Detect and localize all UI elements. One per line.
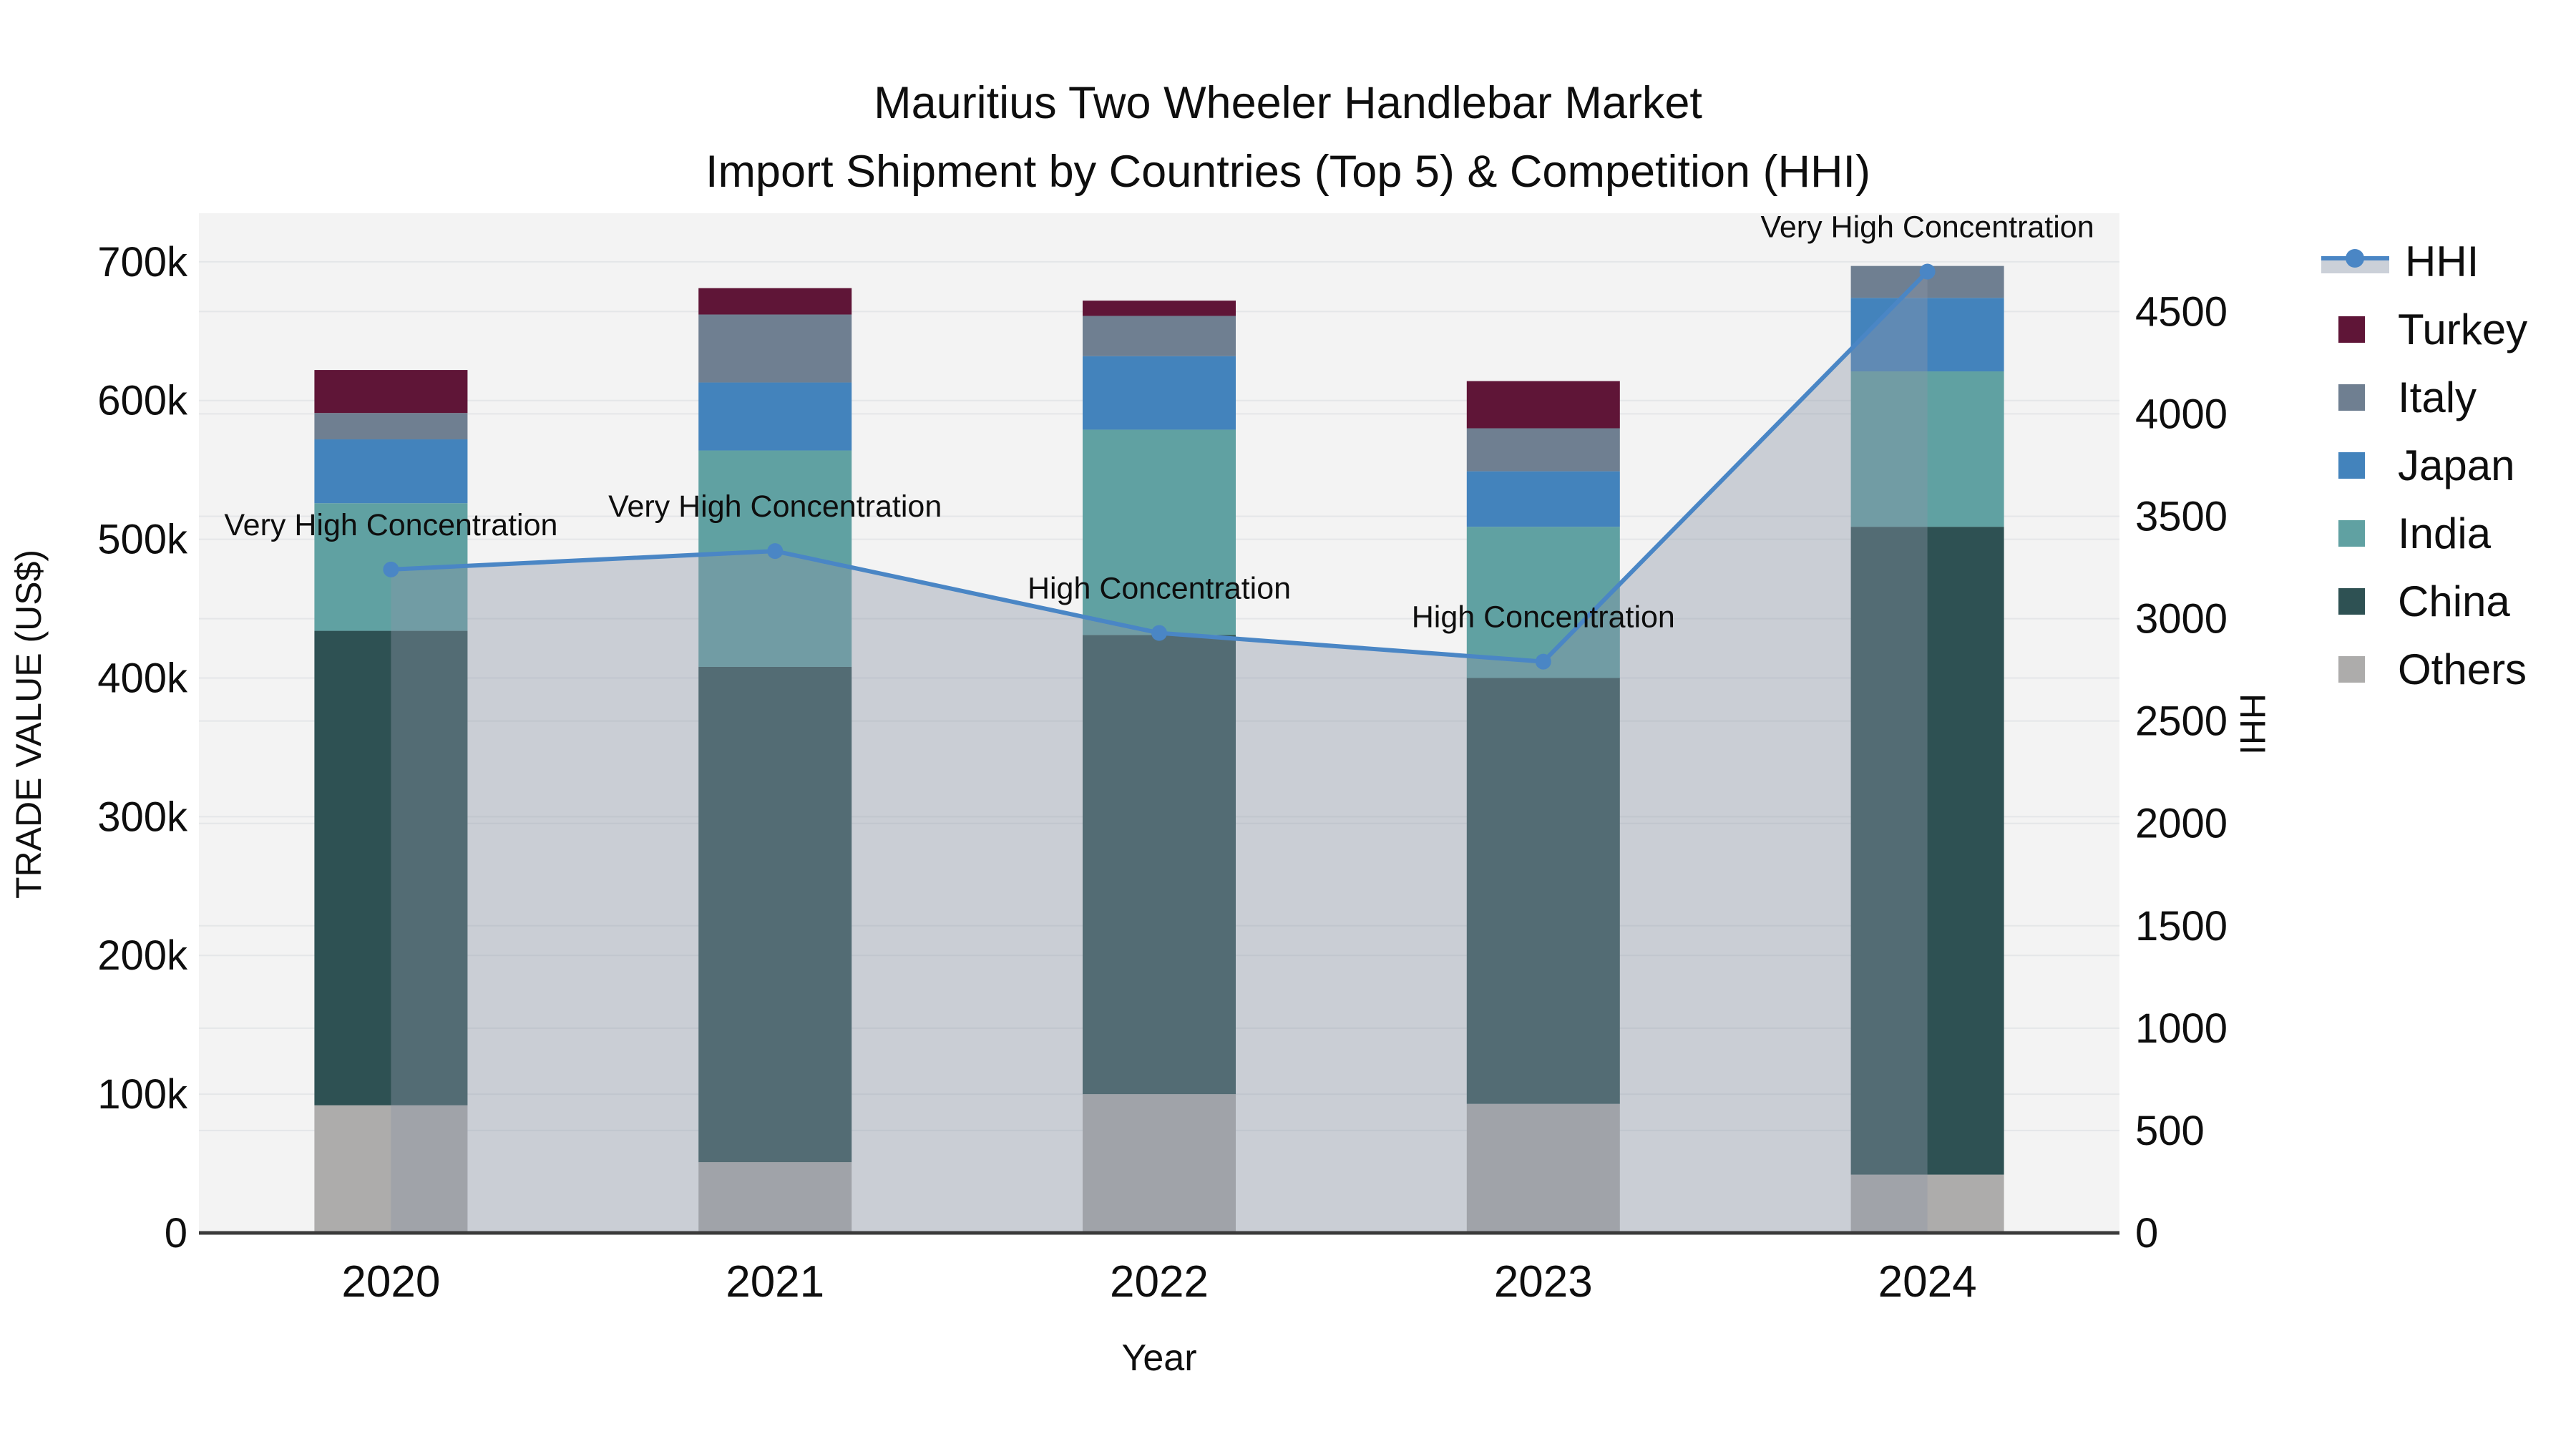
legend-item-turkey[interactable]: Turkey bbox=[2338, 296, 2527, 364]
hhi-marker-2024 bbox=[1919, 263, 1936, 280]
bar-segment-india-2022 bbox=[1083, 429, 1236, 635]
chart-title-line2: Import Shipment by Countries (Top 5) & C… bbox=[705, 147, 1871, 197]
legend-label: Japan bbox=[2398, 441, 2515, 489]
legend-label: HHI bbox=[2405, 238, 2479, 286]
y-left-tick: 500k bbox=[97, 517, 188, 563]
x-axis-title: Year bbox=[1121, 1337, 1197, 1379]
bar-segment-japan-2023 bbox=[1466, 471, 1620, 527]
bar-segment-china-2022 bbox=[1083, 635, 1236, 1095]
bar-segment-others-2021 bbox=[698, 1162, 852, 1233]
chart-title-line1: Mauritius Two Wheeler Handlebar Market bbox=[874, 78, 1702, 128]
annotation-2024: Very High Concentration bbox=[1761, 210, 2094, 245]
y-left-tick: 0 bbox=[165, 1210, 187, 1257]
x-tick-2023: 2023 bbox=[1494, 1257, 1593, 1307]
hhi-markers bbox=[383, 263, 1936, 670]
legend-label: India bbox=[2398, 509, 2492, 557]
y-right-tick: 0 bbox=[2135, 1210, 2158, 1257]
bar-segment-turkey-2022 bbox=[1083, 301, 1236, 316]
bar-segment-others-2024 bbox=[1850, 1174, 2004, 1233]
legend-item-japan[interactable]: Japan bbox=[2338, 431, 2527, 499]
legend-item-hhi[interactable]: HHI bbox=[2321, 228, 2527, 296]
x-tick-2021: 2021 bbox=[726, 1257, 824, 1307]
y-right-tick: 3000 bbox=[2135, 596, 2228, 643]
bar-segment-others-2022 bbox=[1083, 1094, 1236, 1233]
hhi-area-fill bbox=[391, 271, 1928, 1233]
chart-title: Mauritius Two Wheeler Handlebar Market I… bbox=[0, 69, 2576, 206]
annotations: Very High Concentration Very High Concent… bbox=[224, 210, 2094, 635]
legend-swatch-india bbox=[2338, 520, 2365, 547]
bar-segment-turkey-2020 bbox=[314, 370, 468, 414]
y-right-tick: 500 bbox=[2135, 1108, 2205, 1154]
y-right-tick: 1000 bbox=[2135, 1005, 2228, 1052]
y-left-tick: 200k bbox=[97, 932, 188, 979]
bar-segment-china-2023 bbox=[1466, 678, 1620, 1104]
annotation-2023: High Concentration bbox=[1412, 600, 1675, 635]
bar-segment-india-2023 bbox=[1466, 527, 1620, 678]
hhi-marker-2022 bbox=[1151, 625, 1167, 641]
bar-segment-china-2021 bbox=[698, 666, 852, 1163]
y-right-tick: 1500 bbox=[2135, 903, 2228, 950]
annotation-2020: Very High Concentration bbox=[224, 508, 557, 542]
bar-segment-italy-2023 bbox=[1466, 428, 1620, 472]
bar-segment-italy-2022 bbox=[1083, 316, 1236, 356]
y-right-tick: 3500 bbox=[2135, 493, 2228, 540]
y-right-tick: 4500 bbox=[2135, 288, 2228, 335]
bar-segment-japan-2020 bbox=[314, 439, 468, 504]
bar-segment-turkey-2023 bbox=[1466, 381, 1620, 429]
hhi-marker-2021 bbox=[767, 543, 784, 560]
y-left-tick: 300k bbox=[97, 794, 188, 840]
bar-segment-india-2024 bbox=[1850, 371, 2004, 527]
y-left-tick: 100k bbox=[97, 1071, 188, 1118]
legend-swatch-others bbox=[2338, 656, 2365, 683]
x-tick-2020: 2020 bbox=[341, 1257, 440, 1307]
bar-segment-china-2020 bbox=[314, 630, 468, 1106]
x-tick-2022: 2022 bbox=[1110, 1257, 1209, 1307]
y-right-tick: 2500 bbox=[2135, 698, 2228, 745]
bar-segment-turkey-2021 bbox=[698, 288, 852, 315]
legend: HHI Turkey Italy Japan India China Others bbox=[2321, 228, 2527, 703]
bar-segment-italy-2021 bbox=[698, 314, 852, 383]
y-right-tick: 4000 bbox=[2135, 391, 2228, 437]
legend-label: China bbox=[2398, 577, 2510, 625]
bar-segment-others-2023 bbox=[1466, 1103, 1620, 1233]
x-tick-2024: 2024 bbox=[1878, 1257, 1977, 1307]
x-tick-labels: 2020 2021 2022 2023 2024 bbox=[341, 1257, 1976, 1307]
legend-swatch-japan bbox=[2338, 452, 2365, 479]
legend-item-china[interactable]: China bbox=[2338, 567, 2527, 635]
y-left-tick: 400k bbox=[97, 655, 188, 701]
bar-segment-japan-2021 bbox=[698, 382, 852, 451]
bar-segment-italy-2020 bbox=[314, 413, 468, 440]
y-left-tick-labels: 0 100k 200k 300k 400k 500k 600k 700k bbox=[97, 239, 188, 1257]
annotation-2021: Very High Concentration bbox=[608, 489, 942, 524]
legend-swatch-china bbox=[2338, 588, 2365, 615]
bar-segment-japan-2024 bbox=[1850, 298, 2004, 372]
bar-segment-china-2024 bbox=[1850, 527, 2004, 1175]
legend-item-italy[interactable]: Italy bbox=[2338, 364, 2527, 431]
y-right-tick: 2000 bbox=[2135, 801, 2228, 847]
y-axis-title-right: HHI bbox=[2233, 693, 2273, 756]
bar-segment-japan-2022 bbox=[1083, 356, 1236, 430]
hhi-marker-2020 bbox=[383, 561, 399, 577]
legend-item-others[interactable]: Others bbox=[2338, 635, 2527, 703]
annotation-2022: High Concentration bbox=[1028, 572, 1291, 606]
legend-item-india[interactable]: India bbox=[2338, 499, 2527, 567]
bar-segment-others-2020 bbox=[314, 1105, 468, 1233]
hhi-line-icon bbox=[2321, 248, 2389, 276]
legend-label: Others bbox=[2398, 645, 2527, 693]
legend-swatch-turkey bbox=[2338, 316, 2365, 343]
bars-layer bbox=[314, 265, 2004, 1233]
legend-swatch-italy bbox=[2338, 384, 2365, 411]
legend-label: Italy bbox=[2398, 374, 2477, 421]
y-right-tick-labels: 0 500 1000 1500 2000 2500 3000 3500 4000 4500 bbox=[2135, 288, 2228, 1257]
legend-label: Turkey bbox=[2398, 306, 2528, 353]
y-axis-title-left: TRADE VALUE (US$) bbox=[9, 549, 49, 899]
y-left-tick: 600k bbox=[97, 378, 188, 424]
y-left-tick: 700k bbox=[97, 239, 188, 286]
hhi-marker-2023 bbox=[1535, 653, 1551, 670]
